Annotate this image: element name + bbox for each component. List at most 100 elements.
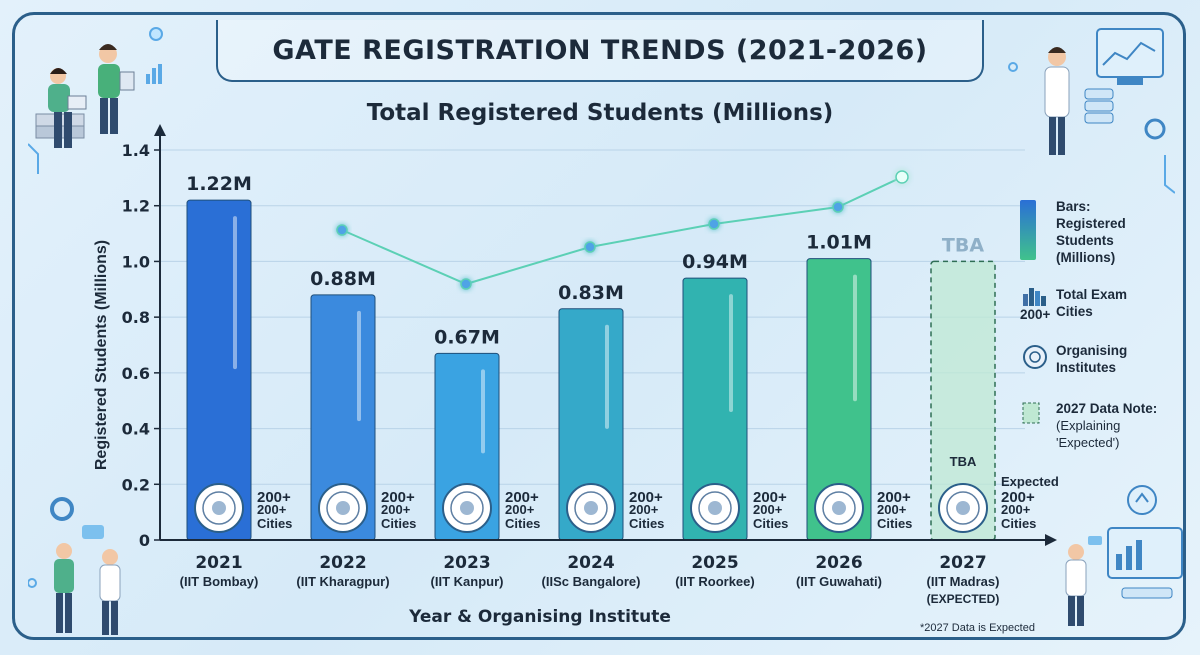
university-seal-icon (814, 483, 864, 533)
cities-text: 200+ (505, 502, 535, 517)
cities-text: Expected (1001, 474, 1059, 489)
x-tick-institute-2027: (IIT Madras) (927, 574, 1000, 589)
cities-text: 200+ (1001, 489, 1035, 506)
x-tick-institute-2025: (IIT Roorkee) (675, 574, 754, 589)
x-tick-institute-2023: (IIT Kanpur) (431, 574, 504, 589)
title-banner: GATE REGISTRATION TRENDS (2021-2026) (216, 20, 984, 82)
x-tick-year-2027: 2027 (939, 553, 986, 573)
university-seal-icon (318, 483, 368, 533)
x-tick-institute-2024: (IISc Bangalore) (542, 574, 641, 589)
cities-text: Cities (257, 516, 292, 531)
x-tick-year-2022: 2022 (319, 553, 366, 573)
bar-group-2027 (930, 260, 996, 541)
analyst-monitor-illustration (1065, 485, 1183, 626)
legend-bars-label: Bars: Registered Students (Millions) (1056, 199, 1126, 265)
legend-institutes-label: Organising Institutes (1056, 343, 1128, 375)
scientist-dashboard-illustration (1008, 28, 1175, 194)
cities-text: 200+ (877, 489, 911, 506)
x-tick-year-2023: 2023 (443, 553, 490, 573)
data-label-2024: 0.83M (558, 282, 624, 304)
y-tick-label: 0.2 (122, 475, 150, 494)
x-axis-arrow (1045, 534, 1057, 546)
y-axis-arrow (154, 124, 166, 136)
x-tick-institute-2022: (IIT Kharagpur) (296, 574, 389, 589)
bar-highlight (481, 369, 485, 454)
trend-point (895, 170, 909, 184)
university-seal-icon (938, 483, 988, 533)
legend-item-bars: Bars: Registered Students (Millions) (1020, 198, 1190, 268)
data-label-2021: 1.22M (186, 173, 252, 195)
y-axis-title: Registered Students (Millions) (93, 240, 110, 470)
cities-text: 200+ (1001, 502, 1031, 517)
legend-note-body: (Explaining 'Expected') (1056, 418, 1121, 450)
cities-text: 200+ (629, 489, 663, 506)
data-label-2022: 0.88M (310, 268, 376, 290)
y-tick-label: 1.4 (122, 141, 150, 160)
legend-cities-label: Total Exam Cities (1056, 287, 1128, 319)
data-label-2027: TBA (942, 234, 984, 256)
bar-swatch-icon (1020, 200, 1036, 260)
x-axis-title: Year & Organising Institute (408, 607, 671, 627)
cities-text: Cities (505, 516, 540, 531)
data-label-2023: 0.67M (434, 326, 500, 348)
university-seal-icon (690, 483, 740, 533)
data-label-2026: 1.01M (806, 232, 872, 254)
cities-text: 200+ (753, 502, 783, 517)
cities-text: 200+ (257, 489, 291, 506)
cities-text: 200+ (257, 502, 287, 517)
x-tick-year-2025: 2025 (691, 553, 738, 573)
trend-point (460, 278, 472, 290)
team-illustration (28, 497, 121, 635)
inner-label-2027: TBA (950, 454, 977, 469)
chart-title: Total Registered Students (Millions) (366, 100, 834, 126)
footnote: *2027 Data is Expected (920, 622, 1035, 634)
data-label-2025: 0.94M (682, 251, 748, 273)
x-tick-year-2021: 2021 (195, 553, 242, 573)
trend-line (341, 176, 903, 286)
bar-highlight (729, 294, 733, 412)
x-tick-year-2026: 2026 (815, 553, 862, 573)
university-seal-icon (566, 483, 616, 533)
legend-item-cities: 200+ Total Exam Cities (1020, 286, 1190, 324)
trend-point (708, 218, 720, 230)
cities-text: Cities (1001, 516, 1036, 531)
students-illustration (28, 27, 163, 174)
expected-swatch-icon (1022, 402, 1040, 424)
bar-group-2026 (806, 258, 872, 541)
x-tick-note-2027: (EXPECTED) (927, 592, 1000, 606)
legend-item-institutes: Organising Institutes (1020, 342, 1190, 382)
bar-highlight (605, 324, 609, 429)
city-skyline-icon (1023, 288, 1046, 306)
trend-point (832, 201, 844, 213)
legend: Bars: Registered Students (Millions) 200… (1020, 198, 1190, 478)
y-tick-label: 1.0 (122, 252, 150, 271)
cities-text: 200+ (381, 502, 411, 517)
legend-cities-count: 200+ (1020, 307, 1051, 322)
bar-group-2024 (558, 308, 624, 541)
page-title: GATE REGISTRATION TRENDS (2021-2026) (272, 34, 928, 66)
university-seal-icon (442, 483, 492, 533)
bar-2027-expected (930, 260, 996, 541)
y-tick-label: 0.8 (122, 308, 150, 327)
trend-point (336, 224, 348, 236)
cities-text: Cities (753, 516, 788, 531)
trend-point (584, 241, 596, 253)
cities-text: Cities (381, 516, 416, 531)
cities-text: 200+ (505, 489, 539, 506)
cities-text: 200+ (629, 502, 659, 517)
cities-text: 200+ (381, 489, 415, 506)
x-tick-institute-2021: (IIT Bombay) (180, 574, 259, 589)
bar-highlight (233, 216, 237, 370)
legend-item-note: 2027 Data Note: (Explaining 'Expected') (1020, 400, 1190, 460)
cities-text: Cities (629, 516, 664, 531)
x-tick-year-2024: 2024 (567, 553, 614, 573)
university-seal-icon (1023, 345, 1047, 369)
cities-text: Cities (877, 516, 912, 531)
bar-highlight (357, 310, 361, 422)
cities-text: 200+ (753, 489, 787, 506)
y-tick-label: 0.4 (122, 420, 150, 439)
x-tick-institute-2026: (IIT Guwahati) (796, 574, 882, 589)
bar-highlight (853, 274, 857, 402)
